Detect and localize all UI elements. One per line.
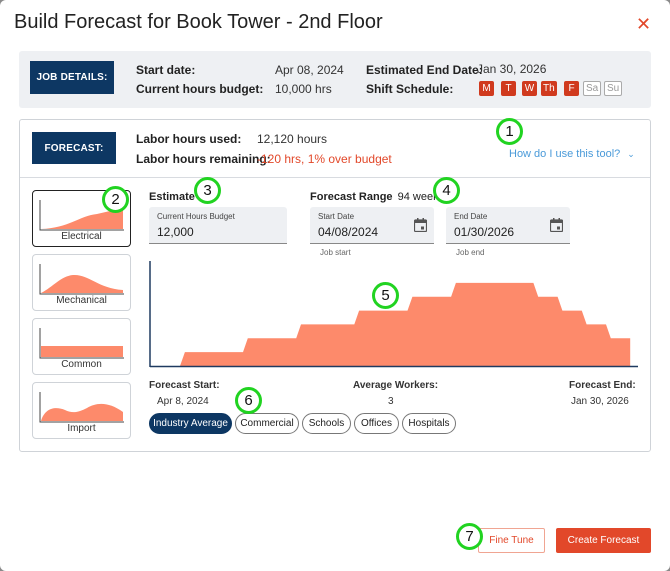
import-curve-icon [39, 392, 124, 423]
start-date-helper: Job start [320, 248, 351, 257]
chip-schools[interactable]: Schools [302, 413, 351, 434]
callout-6: 6 [235, 387, 262, 414]
budget-label: Current hours budget: [136, 82, 264, 96]
panel-divider [20, 177, 650, 178]
avg-workers-label: Average Workers: [353, 380, 439, 391]
start-date-value: Apr 08, 2024 [275, 63, 344, 77]
callout-5: 5 [372, 282, 399, 309]
profile-label: Electrical [61, 231, 102, 242]
profile-label: Import [67, 423, 96, 434]
forecast-panel: FORECAST: Labor hours used: 12,120 hours… [19, 119, 651, 452]
end-date-field-label: End Date [454, 212, 488, 221]
common-curve-icon [39, 328, 124, 359]
chip-hospitals[interactable]: Hospitals [402, 413, 456, 434]
help-link[interactable]: How do I use this tool? ⌄ [509, 148, 635, 160]
job-details-panel: JOB DETAILS: Start date: Apr 08, 2024 Cu… [19, 51, 651, 108]
budget-value: 10,000 hrs [275, 82, 332, 96]
labor-used-value: 12,120 hours [257, 132, 328, 146]
chevron-down-icon: ⌄ [627, 149, 635, 159]
chip-offices[interactable]: Offices [354, 413, 399, 434]
day-sunday[interactable]: Su [604, 81, 623, 96]
dialog-title: Build Forecast for Book Tower - 2nd Floo… [14, 11, 383, 33]
end-date-value: Jan 30, 2026 [477, 62, 547, 76]
job-details-badge: JOB DETAILS: [30, 61, 114, 94]
close-icon[interactable]: ✕ [636, 14, 652, 34]
callout-3: 3 [194, 177, 221, 204]
fine-tune-button[interactable]: Fine Tune [478, 528, 545, 553]
avg-workers-value: 3 [388, 396, 394, 407]
hours-budget-field-label: Current Hours Budget [157, 212, 235, 221]
forecast-chart [149, 261, 638, 368]
profile-common[interactable]: Common [32, 318, 131, 375]
calendar-icon[interactable] [550, 218, 563, 232]
labor-used-label: Labor hours used: [136, 132, 242, 146]
day-thursday[interactable]: Th [541, 81, 557, 96]
callout-4: 4 [433, 177, 460, 204]
help-link-label: How do I use this tool? [509, 148, 621, 160]
callout-2: 2 [102, 186, 129, 213]
end-date-field[interactable]: End Date 01/30/2026 [446, 207, 570, 244]
hours-budget-field[interactable]: Current Hours Budget 12,000 [149, 207, 287, 244]
hours-budget-input[interactable]: 12,000 [157, 225, 194, 239]
shift-schedule-label: Shift Schedule: [366, 82, 454, 96]
day-friday[interactable]: F [564, 81, 579, 96]
end-date-helper: Job end [456, 248, 485, 257]
forecast-area [151, 282, 631, 366]
forecast-end-value: Jan 30, 2026 [571, 396, 629, 407]
labor-remaining-value: -120 hrs, 1% over budget [257, 152, 392, 166]
estimate-label: Estimate [149, 191, 195, 203]
profile-label: Mechanical [56, 295, 107, 306]
day-saturday[interactable]: Sa [583, 81, 602, 96]
chip-commercial[interactable]: Commercial [235, 413, 299, 434]
forecast-range-label: Forecast Range 94 weeks [310, 191, 445, 203]
end-date-input[interactable]: 01/30/2026 [454, 225, 515, 239]
profile-mechanical[interactable]: Mechanical [32, 254, 131, 311]
electrical-curve-icon [39, 200, 124, 231]
start-date-field[interactable]: Start Date 04/08/2024 [310, 207, 434, 244]
start-date-label: Start date: [136, 63, 196, 77]
forecast-range-value: 94 weeks [397, 191, 445, 203]
forecast-badge: FORECAST: [32, 132, 116, 164]
callout-7: 7 [456, 523, 483, 550]
forecast-start-value: Apr 8, 2024 [157, 396, 209, 407]
callout-1: 1 [496, 118, 523, 145]
start-date-field-label: Start Date [318, 212, 355, 221]
labor-remaining-label: Labor hours remaining: [136, 152, 271, 166]
mechanical-curve-icon [39, 264, 124, 295]
day-wednesday[interactable]: W [522, 81, 537, 96]
forecast-end-label: Forecast End: [569, 380, 636, 391]
day-tuesday[interactable]: T [501, 81, 516, 96]
profile-label: Common [61, 359, 102, 370]
day-monday[interactable]: M [479, 81, 494, 96]
forecast-start-label: Forecast Start: [149, 380, 220, 391]
start-date-input[interactable]: 04/08/2024 [318, 225, 379, 239]
chip-industry-average[interactable]: Industry Average [149, 413, 232, 434]
calendar-icon[interactable] [414, 218, 427, 232]
create-forecast-button[interactable]: Create Forecast [556, 528, 651, 553]
profile-import[interactable]: Import [32, 382, 131, 439]
end-date-label: Estimated End Date: [366, 63, 483, 77]
